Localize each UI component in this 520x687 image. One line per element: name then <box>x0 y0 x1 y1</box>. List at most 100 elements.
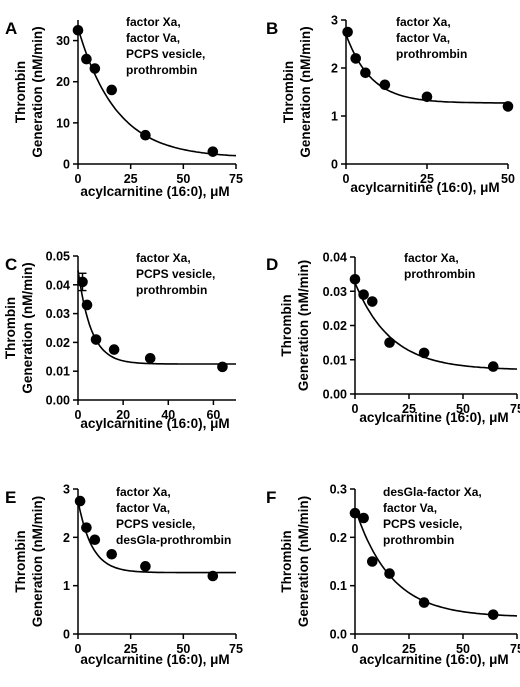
y-tick-label: 0.1 <box>330 579 347 593</box>
x-tick-label: 75 <box>510 402 520 416</box>
data-point <box>140 561 151 572</box>
y-tick-label: 1 <box>331 110 338 124</box>
data-point <box>106 84 118 96</box>
panel-letter: F <box>266 488 276 507</box>
annotation-line: desGla-prothrombin <box>116 533 231 547</box>
fit-curve <box>354 282 518 370</box>
x-tick-label: 25 <box>402 642 416 656</box>
chart-panel-d: D 0 25 50 75 0.00 0.01 0.02 0.03 0.04 ThrombinGene… <box>266 251 520 426</box>
annotation-line: prothrombin <box>404 267 475 281</box>
fit-curve <box>77 270 236 365</box>
data-point <box>90 334 102 345</box>
data-point <box>81 53 92 65</box>
x-tick-label: 25 <box>402 402 416 416</box>
data-point <box>81 522 92 533</box>
data-point <box>207 570 219 582</box>
panel-letter: A <box>5 19 17 38</box>
annotation-line: PCPS vesicle, <box>126 47 205 61</box>
annotation-line: factor Xa, <box>396 15 451 29</box>
data-point <box>358 289 369 300</box>
x-axis-label: acylcarnitine (16:0), μM <box>359 410 508 425</box>
x-axis-label: acylcarnitine (16:0), μM <box>350 180 499 195</box>
y-tick-label: 30 <box>56 34 70 48</box>
y-axis-label-line1: Thrombin <box>281 61 296 123</box>
x-axis-label: acylcarnitine (16:0), μM <box>80 652 229 667</box>
annotation-line: prothrombin <box>126 63 197 77</box>
x-tick-label: 0 <box>75 172 82 186</box>
y-tick-label: 3 <box>63 483 70 497</box>
data-point <box>366 556 378 567</box>
y-tick-label: 0.2 <box>330 531 347 545</box>
x-tick-label: 25 <box>124 172 138 186</box>
annotation-line: factor Va, <box>126 31 180 45</box>
y-tick-label: 0.00 <box>46 394 70 408</box>
x-tick-label: 25 <box>124 642 138 656</box>
x-axis-label: acylcarnitine (16:0), μM <box>80 184 229 199</box>
x-tick-label: 20 <box>116 408 130 422</box>
y-tick-label: 0.02 <box>46 336 70 350</box>
data-point <box>379 79 391 91</box>
annotation-line: factor Xa, <box>136 251 191 265</box>
data-point <box>421 91 433 103</box>
y-tick-label: 0.04 <box>46 278 70 292</box>
y-axis-label-line1: Thrombin <box>13 61 28 123</box>
y-tick-label: 0 <box>331 158 338 172</box>
annotation-line: factor Va, <box>383 501 437 515</box>
y-tick-label: 0.00 <box>323 388 347 402</box>
x-tick-label: 0 <box>75 408 82 422</box>
x-tick-label: 0 <box>352 642 359 656</box>
y-axis-label-line1: Thrombin <box>3 297 18 359</box>
annotation-line: factor Xa, <box>404 251 459 265</box>
data-point <box>144 352 156 364</box>
x-tick-label: 25 <box>420 172 434 186</box>
data-point <box>418 597 430 608</box>
x-tick-label: 50 <box>176 642 190 656</box>
y-axis-label-line2: Generation (nM/min) <box>298 26 313 157</box>
y-tick-label: 0.0 <box>330 628 347 642</box>
x-tick-label: 50 <box>456 642 470 656</box>
x-tick-label: 0 <box>75 642 82 656</box>
y-tick-label: 10 <box>56 116 70 130</box>
y-axis-label-line2: Generation (nM/min) <box>30 496 45 627</box>
y-tick-label: 0.3 <box>330 483 347 497</box>
data-point <box>106 548 118 560</box>
data-point <box>360 67 371 79</box>
y-axis-label-line2: Generation (nM/min) <box>296 260 311 391</box>
annotation-line: factor Xa, <box>126 15 181 29</box>
data-point <box>487 609 499 620</box>
x-tick-label: 50 <box>501 172 515 186</box>
x-tick-label: 50 <box>456 402 470 416</box>
x-tick-label: 75 <box>510 642 520 656</box>
x-tick-label: 0 <box>343 172 350 186</box>
x-tick-label: 75 <box>229 642 243 656</box>
y-tick-label: 0.05 <box>46 250 70 264</box>
y-tick-label: 0 <box>63 628 70 642</box>
data-point <box>89 63 101 74</box>
y-tick-label: 3 <box>331 14 338 28</box>
annotation-line: factor Xa, <box>116 485 171 499</box>
y-tick-label: 0.03 <box>323 285 347 299</box>
data-point <box>358 512 369 524</box>
x-tick-label: 50 <box>176 172 190 186</box>
data-point <box>217 361 228 373</box>
chart-panel-e: E 0 25 50 75 0 1 2 3 Thrombin Generation (nM/min) a… <box>5 483 243 668</box>
y-tick-label: 0 <box>63 158 70 172</box>
y-tick-label: 0.01 <box>46 365 70 379</box>
annotation-line: factor Va, <box>116 501 170 515</box>
panel-letter: D <box>266 255 278 274</box>
y-tick-label: 0.01 <box>323 353 347 367</box>
data-point <box>342 26 353 38</box>
data-point <box>349 507 361 519</box>
y-axis-label-line1: Thrombin <box>13 530 28 592</box>
data-point <box>366 296 378 307</box>
data-point <box>74 495 86 507</box>
x-tick-label: 75 <box>229 172 243 186</box>
x-axis-label: acylcarnitine (16:0), μM <box>359 652 508 667</box>
annotation-line: prothrombin <box>136 283 207 297</box>
y-tick-label: 0.03 <box>46 307 70 321</box>
y-axis-label-line2: Generation (nM/min) <box>30 26 45 157</box>
y-axis-label-line2: Generation (nM/min) <box>20 262 35 393</box>
annotation-line: prothrombin <box>383 533 454 547</box>
